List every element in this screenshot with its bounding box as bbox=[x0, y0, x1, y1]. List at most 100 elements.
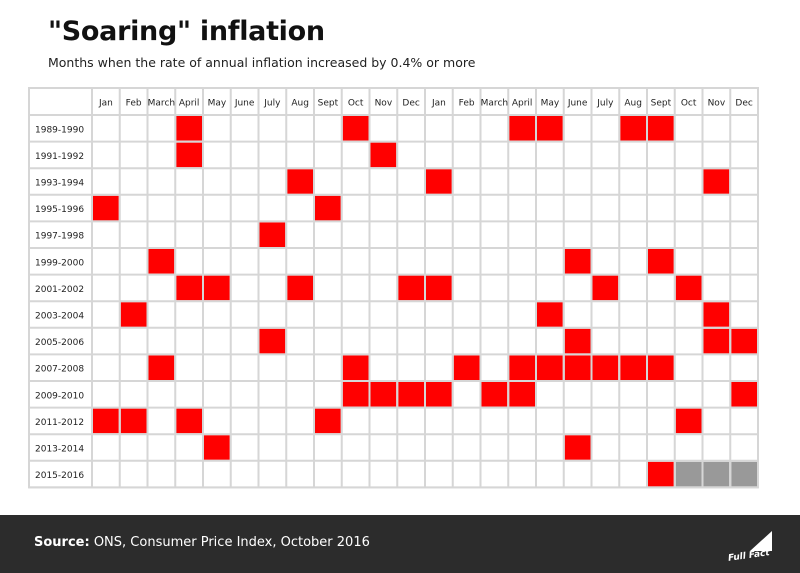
cell-empty bbox=[620, 195, 646, 221]
cell-empty bbox=[148, 461, 175, 487]
cell-hit bbox=[537, 355, 563, 380]
cell-empty bbox=[93, 222, 119, 247]
period-label: 2009-2010 bbox=[35, 391, 84, 401]
cell-empty bbox=[342, 195, 369, 221]
cell-empty bbox=[370, 408, 397, 434]
cell-empty bbox=[176, 435, 202, 460]
cell-empty bbox=[204, 169, 230, 194]
cell-empty bbox=[287, 382, 313, 407]
cell-empty bbox=[620, 249, 646, 274]
cell-empty bbox=[564, 195, 591, 221]
cell-empty bbox=[148, 408, 175, 434]
month-label: Nov bbox=[375, 99, 393, 109]
cell-empty bbox=[259, 169, 286, 194]
cell-hit bbox=[564, 435, 591, 460]
full-fact-logo[interactable]: Full Fact bbox=[728, 529, 776, 565]
cell-empty bbox=[481, 355, 508, 380]
cell-empty bbox=[120, 222, 147, 247]
cell-empty bbox=[287, 302, 313, 327]
cell-empty bbox=[204, 461, 230, 487]
cell-empty bbox=[231, 382, 258, 407]
cell-hit bbox=[370, 142, 397, 168]
cell-empty bbox=[231, 169, 258, 194]
cell-empty bbox=[648, 222, 674, 247]
footer: Source: ONS, Consumer Price Index, Octob… bbox=[0, 515, 800, 573]
cell-empty bbox=[370, 355, 397, 380]
cell-empty bbox=[620, 382, 646, 407]
cell-empty bbox=[564, 142, 591, 168]
month-label: March bbox=[481, 99, 508, 109]
cell-empty bbox=[731, 195, 757, 221]
cell-empty bbox=[703, 195, 730, 221]
cell-empty bbox=[426, 249, 452, 274]
cell-empty bbox=[620, 222, 646, 247]
cell-empty bbox=[481, 328, 508, 354]
cell-empty bbox=[564, 408, 591, 434]
cell-hit bbox=[703, 328, 730, 354]
period-label: 2015-2016 bbox=[35, 471, 84, 481]
cell-empty bbox=[259, 461, 286, 487]
cell-empty bbox=[398, 461, 424, 487]
cell-empty bbox=[204, 355, 230, 380]
cell-empty bbox=[370, 328, 397, 354]
cell-hit bbox=[537, 302, 563, 327]
cell-empty bbox=[204, 142, 230, 168]
cell-hit bbox=[93, 195, 119, 221]
cell-empty bbox=[370, 249, 397, 274]
cell-empty bbox=[648, 302, 674, 327]
cell-empty bbox=[93, 116, 119, 141]
cell-hit bbox=[426, 382, 452, 407]
cell-hit bbox=[509, 382, 535, 407]
cell-empty bbox=[564, 169, 591, 194]
cell-empty bbox=[564, 116, 591, 141]
cell-empty bbox=[204, 328, 230, 354]
cell-empty bbox=[342, 302, 369, 327]
cell-empty bbox=[453, 435, 480, 460]
cell-pending bbox=[731, 461, 757, 487]
cell-empty bbox=[537, 408, 563, 434]
cell-empty bbox=[592, 435, 619, 460]
cell-hit bbox=[648, 116, 674, 141]
logo-mark-icon bbox=[750, 531, 772, 551]
cell-empty bbox=[231, 195, 258, 221]
month-label: May bbox=[208, 99, 227, 109]
cell-empty bbox=[509, 435, 535, 460]
cell-empty bbox=[453, 382, 480, 407]
cell-hit bbox=[703, 302, 730, 327]
cell-empty bbox=[370, 461, 397, 487]
cell-empty bbox=[287, 328, 313, 354]
month-label: July bbox=[596, 99, 614, 109]
month-label: Aug bbox=[624, 99, 642, 109]
cell-empty bbox=[592, 116, 619, 141]
cell-hit bbox=[648, 461, 674, 487]
cell-empty bbox=[93, 142, 119, 168]
cell-empty bbox=[703, 275, 730, 301]
cell-empty bbox=[426, 328, 452, 354]
cell-empty bbox=[509, 408, 535, 434]
cell-empty bbox=[509, 222, 535, 247]
cell-empty bbox=[176, 355, 202, 380]
cell-hit bbox=[315, 195, 341, 221]
cell-empty bbox=[481, 169, 508, 194]
cell-hit bbox=[93, 408, 119, 434]
cell-hit bbox=[176, 408, 202, 434]
cell-empty bbox=[398, 355, 424, 380]
cell-empty bbox=[731, 355, 757, 380]
cell-hit bbox=[675, 408, 702, 434]
cell-empty bbox=[703, 116, 730, 141]
source-note: Source: ONS, Consumer Price Index, Octob… bbox=[34, 535, 370, 550]
cell-empty bbox=[204, 222, 230, 247]
cell-empty bbox=[453, 169, 480, 194]
cell-empty bbox=[426, 408, 452, 434]
cell-empty bbox=[93, 382, 119, 407]
cell-empty bbox=[453, 249, 480, 274]
cell-empty bbox=[120, 275, 147, 301]
cell-empty bbox=[231, 355, 258, 380]
cell-pending bbox=[675, 461, 702, 487]
cell-empty bbox=[398, 408, 424, 434]
cell-hit bbox=[176, 142, 202, 168]
cell-empty bbox=[592, 195, 619, 221]
cell-empty bbox=[537, 195, 563, 221]
cell-empty bbox=[481, 249, 508, 274]
cell-empty bbox=[231, 116, 258, 141]
